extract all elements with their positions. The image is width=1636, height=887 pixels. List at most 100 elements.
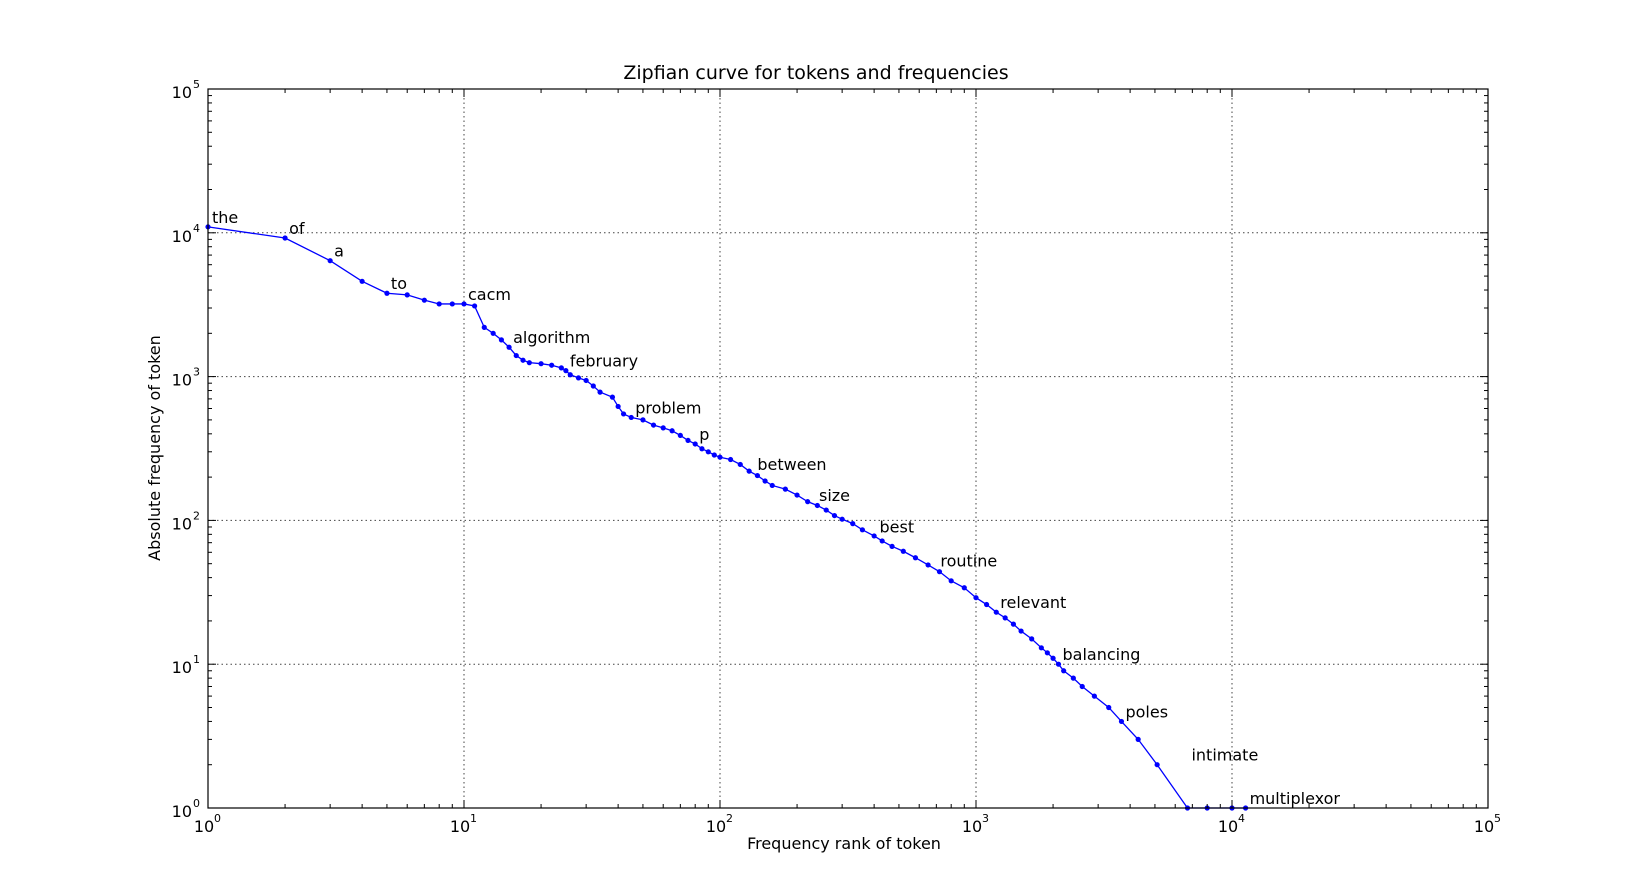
token-annotation: relevant xyxy=(1000,593,1066,612)
data-point xyxy=(669,428,675,434)
data-point xyxy=(782,486,788,492)
x-tick-label: 10 xyxy=(962,817,982,836)
data-point xyxy=(1029,636,1035,642)
data-point xyxy=(506,344,512,350)
token-annotation: problem xyxy=(635,398,701,417)
y-tick-exponent: 2 xyxy=(193,509,200,522)
data-point xyxy=(1010,621,1017,627)
x-tick-exponent: 3 xyxy=(982,812,989,825)
token-annotation: best xyxy=(880,518,915,537)
data-point xyxy=(1118,718,1125,725)
y-axis-label: Absolute frequency of token xyxy=(145,335,164,561)
token-annotation: p xyxy=(699,425,709,444)
plot-frame xyxy=(207,88,1489,809)
data-point xyxy=(563,368,569,374)
data-point xyxy=(520,357,526,363)
data-point xyxy=(859,527,866,533)
data-point xyxy=(794,492,800,498)
data-point xyxy=(1061,668,1067,674)
data-point xyxy=(558,365,564,371)
y-tick-label: 10 xyxy=(172,227,192,246)
data-point xyxy=(900,548,906,554)
y-tick-exponent: 3 xyxy=(193,366,200,379)
token-annotation: cacm xyxy=(468,285,511,304)
data-point xyxy=(615,403,621,410)
x-tick-label: 10 xyxy=(450,817,470,836)
data-point xyxy=(1038,645,1044,651)
y-tick-exponent: 1 xyxy=(193,653,200,666)
x-tick-exponent: 0 xyxy=(214,812,221,825)
data-point xyxy=(513,352,519,359)
data-point xyxy=(850,521,856,527)
data-point xyxy=(421,297,427,303)
x-tick-label: 10 xyxy=(706,817,726,836)
x-tick-label: 10 xyxy=(1474,817,1494,836)
data-point xyxy=(471,303,478,309)
chart-title: Zipfian curve for tokens and frequencies xyxy=(623,62,1008,84)
grid-lines xyxy=(208,89,1488,808)
data-point xyxy=(650,422,657,428)
x-tick-label: 10 xyxy=(1218,817,1238,836)
data-point xyxy=(993,609,999,615)
data-point xyxy=(711,452,717,458)
data-point xyxy=(925,562,931,568)
data-point xyxy=(1091,693,1097,699)
data-point xyxy=(567,372,573,378)
x-axis-label: Frequency rank of token xyxy=(747,834,941,853)
token-annotation: balancing xyxy=(1062,645,1140,664)
data-point xyxy=(436,301,442,307)
data-point xyxy=(961,585,967,591)
data-point xyxy=(746,468,752,474)
data-point xyxy=(575,375,582,381)
data-point xyxy=(359,278,365,284)
y-tick-label: 10 xyxy=(172,83,192,102)
data-point xyxy=(1079,683,1085,690)
token-annotation: intimate xyxy=(1191,746,1258,765)
data-point xyxy=(948,578,954,584)
data-point xyxy=(327,258,333,264)
data-point xyxy=(461,301,467,307)
x-tick-exponent: 5 xyxy=(1494,812,1501,825)
token-annotation: algorithm xyxy=(513,328,590,347)
token-annotation: poles xyxy=(1125,702,1168,721)
data-point xyxy=(1044,650,1050,656)
x-tick-exponent: 2 xyxy=(726,812,733,825)
token-annotation: the xyxy=(212,208,238,227)
data-point xyxy=(1154,762,1160,768)
data-point xyxy=(871,533,877,539)
token-annotation: routine xyxy=(940,551,997,570)
data-point xyxy=(936,569,943,575)
data-point xyxy=(823,507,829,513)
data-point xyxy=(889,543,895,549)
data-point xyxy=(805,499,811,505)
data-point xyxy=(831,512,838,519)
x-tick-exponent: 1 xyxy=(470,812,477,825)
token-annotation: size xyxy=(819,486,850,505)
data-point xyxy=(404,292,410,298)
data-point xyxy=(692,441,698,447)
data-point xyxy=(282,235,288,241)
axis-ticks xyxy=(207,88,1489,809)
data-point xyxy=(1055,661,1062,667)
token-annotation: february xyxy=(570,352,638,371)
data-point xyxy=(1018,628,1024,634)
data-point xyxy=(814,502,820,509)
token-annotation: multiplexor xyxy=(1250,789,1341,808)
data-point xyxy=(705,449,711,455)
data-point xyxy=(1002,615,1008,621)
data-point xyxy=(685,437,691,444)
data-point xyxy=(640,417,646,423)
data-point xyxy=(549,362,555,368)
data-point xyxy=(498,337,505,343)
data-point xyxy=(762,478,768,484)
data-point xyxy=(620,411,627,417)
data-point xyxy=(717,454,723,460)
data-point xyxy=(737,461,743,468)
data-point xyxy=(727,456,734,463)
data-point xyxy=(597,389,603,395)
data-point xyxy=(1135,736,1141,742)
data-point xyxy=(839,516,845,522)
